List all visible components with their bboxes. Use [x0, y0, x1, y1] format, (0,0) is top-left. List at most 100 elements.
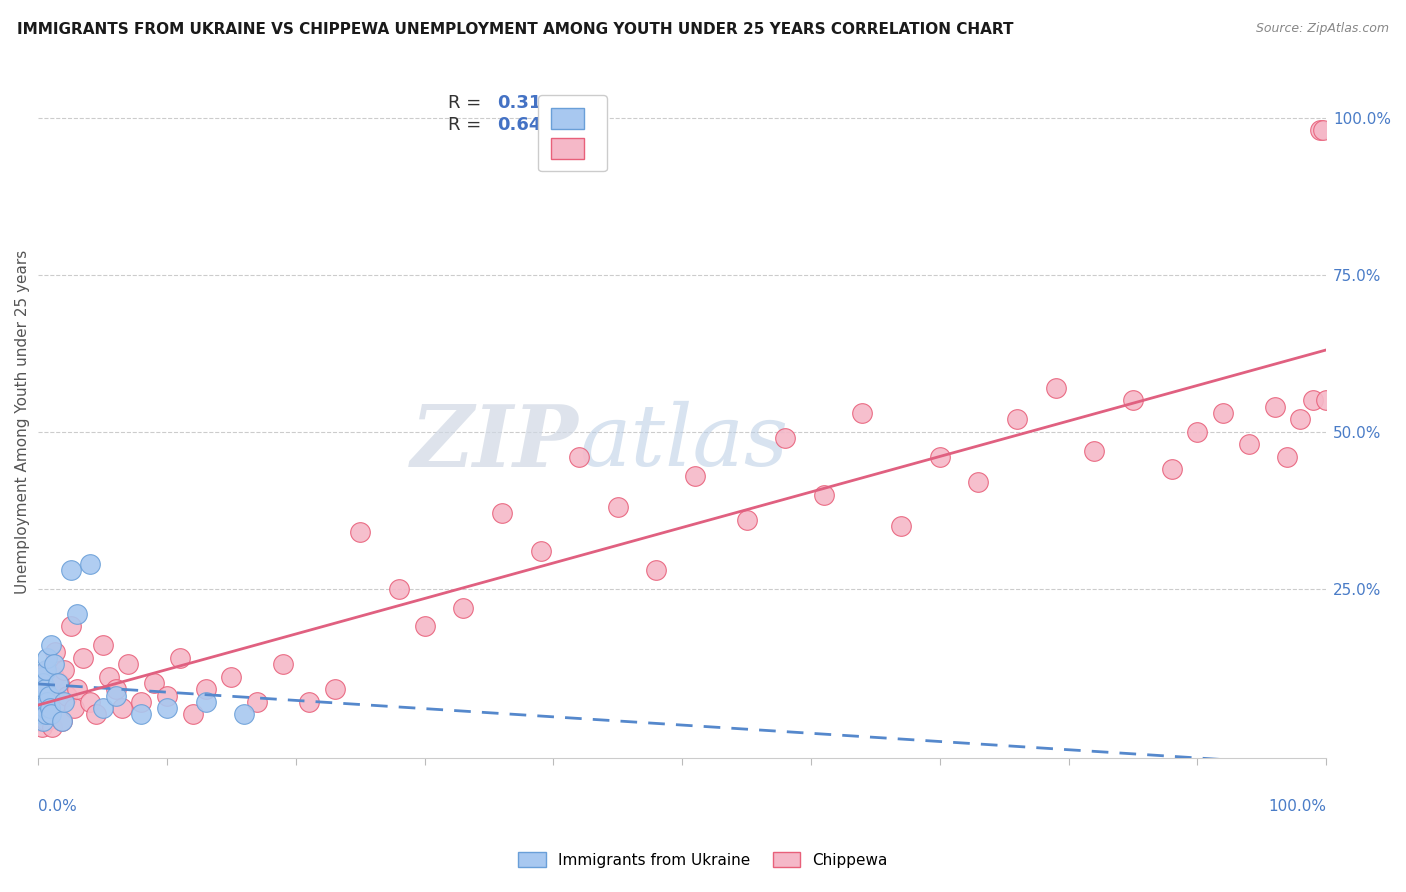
Point [39, 707, 62, 722]
Point [31, 707, 53, 722]
Point [66, 682, 89, 697]
Point [453, 600, 475, 615]
Point [39, 701, 62, 715]
Point [104, 682, 127, 697]
Point [233, 707, 256, 722]
Point [39, 682, 62, 697]
Point [1045, 381, 1067, 395]
Point [851, 406, 873, 420]
Point [35, 714, 58, 728]
Point [32, 676, 55, 690]
Point [30, 682, 52, 697]
Point [72, 651, 94, 665]
Point [31, 689, 53, 703]
Point [34, 682, 56, 697]
Point [568, 450, 591, 464]
Point [131, 707, 153, 722]
Point [491, 507, 513, 521]
Point [813, 487, 835, 501]
Point [37, 695, 59, 709]
Point [53, 664, 76, 678]
Point [298, 695, 321, 709]
Point [41, 720, 63, 734]
Text: N =: N = [540, 95, 592, 112]
Point [388, 582, 411, 596]
Text: R =: R = [449, 116, 486, 135]
Point [32, 707, 55, 722]
Point [44, 644, 66, 658]
Point [31, 720, 53, 734]
Point [606, 500, 628, 515]
Point [66, 607, 89, 621]
Point [48, 676, 70, 690]
Point [91, 638, 114, 652]
Point [46, 676, 69, 690]
Point [42, 657, 65, 672]
Point [1315, 393, 1337, 408]
Point [181, 707, 204, 722]
Text: 0.643: 0.643 [496, 116, 554, 135]
Point [683, 468, 706, 483]
Point [79, 557, 101, 571]
Point [773, 431, 796, 445]
Text: atlas: atlas [579, 401, 789, 483]
Text: 32: 32 [582, 95, 607, 112]
Point [32, 676, 55, 690]
Point [1122, 393, 1144, 408]
Point [53, 695, 76, 709]
Point [645, 563, 668, 577]
Point [98, 670, 121, 684]
Legend: Immigrants from Ukraine, Chippewa: Immigrants from Ukraine, Chippewa [510, 844, 896, 875]
Point [111, 701, 134, 715]
Point [156, 689, 179, 703]
Point [39, 638, 62, 652]
Point [143, 676, 166, 690]
Point [35, 707, 58, 722]
Point [38, 701, 60, 715]
Point [1160, 462, 1182, 476]
Point [59, 619, 82, 633]
Point [967, 475, 990, 489]
Text: IMMIGRANTS FROM UKRAINE VS CHIPPEWA UNEMPLOYMENT AMONG YOUTH UNDER 25 YEARS CORR: IMMIGRANTS FROM UKRAINE VS CHIPPEWA UNEM… [17, 22, 1014, 37]
Point [37, 689, 59, 703]
Point [413, 619, 436, 633]
Point [221, 670, 243, 684]
Text: N =: N = [540, 116, 592, 135]
Text: 75: 75 [582, 116, 607, 135]
Point [928, 450, 950, 464]
Point [1277, 450, 1299, 464]
Point [1302, 393, 1324, 408]
Point [79, 695, 101, 709]
Point [131, 695, 153, 709]
Point [194, 682, 217, 697]
Point [1264, 400, 1286, 414]
Point [735, 513, 758, 527]
Point [31, 670, 53, 684]
Point [84, 707, 107, 722]
Point [34, 695, 56, 709]
Point [31, 689, 53, 703]
Point [1212, 406, 1234, 420]
Point [30, 695, 52, 709]
Point [63, 701, 86, 715]
Point [1289, 412, 1312, 426]
Point [349, 525, 371, 540]
Point [35, 664, 58, 678]
Point [28, 701, 51, 715]
Text: ZIP: ZIP [412, 401, 579, 484]
Point [169, 651, 191, 665]
Point [1187, 425, 1209, 439]
Point [91, 701, 114, 715]
Point [59, 563, 82, 577]
Point [51, 714, 73, 728]
Point [1083, 443, 1105, 458]
Point [1237, 437, 1260, 451]
Point [117, 657, 139, 672]
Point [271, 657, 294, 672]
Point [37, 664, 59, 678]
Text: 100.0%: 100.0% [1268, 798, 1326, 814]
Point [104, 689, 127, 703]
Point [890, 519, 912, 533]
Point [30, 701, 52, 715]
Point [32, 695, 55, 709]
